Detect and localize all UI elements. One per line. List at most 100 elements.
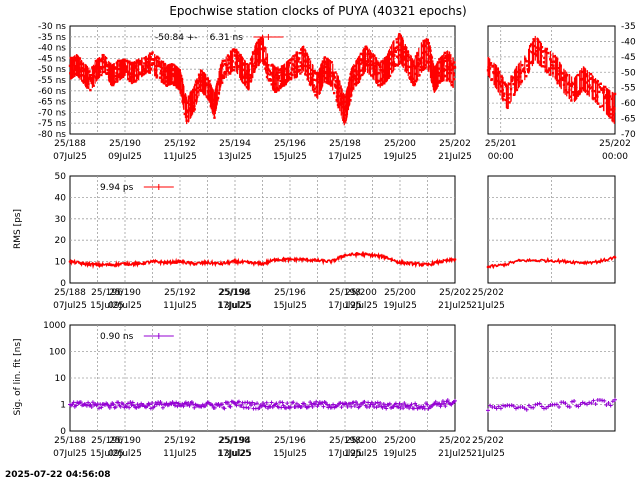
clock-side-point <box>609 116 613 119</box>
sig-main-xtick-date: 19Jul25 <box>383 449 417 459</box>
clock-main-point <box>437 71 441 75</box>
sig-side-point <box>578 402 583 407</box>
sig-main-point <box>129 403 134 408</box>
sig-main-point <box>134 405 139 410</box>
rms-side-xtick-label: 25/198 <box>218 288 250 298</box>
clock-main-point <box>359 62 362 66</box>
rms-main-xtick-label: 25/198 <box>329 288 361 298</box>
clock-side-point <box>535 49 538 53</box>
clock-side-point <box>564 89 568 92</box>
clock-side-point <box>595 81 598 84</box>
clock-side-point <box>521 64 524 67</box>
rms-main-point <box>233 260 237 263</box>
clock-main-point <box>299 72 302 75</box>
sig-main-point <box>294 401 299 406</box>
clock-main-point <box>88 70 91 73</box>
sig-side-point <box>520 404 525 409</box>
clock-main-point <box>312 88 315 92</box>
rms-main-point <box>384 256 388 259</box>
sig-main-ytick-label: 0 <box>60 427 66 437</box>
rms-side-point <box>534 259 537 262</box>
clock-main-point <box>245 72 248 76</box>
sig-side-point <box>522 406 527 411</box>
clock-main-xtick-label: 25/188 <box>54 139 86 149</box>
clock-main-point <box>159 72 162 75</box>
clock-main-point <box>99 70 102 74</box>
clock-main-point <box>419 62 422 65</box>
sig-main-xtick-label: 25/202 <box>439 436 471 446</box>
clock-side-point <box>609 113 612 116</box>
sig-main-point <box>257 405 262 410</box>
sig-main-point <box>354 399 359 404</box>
sig-main-point <box>440 399 445 404</box>
clock-main-xtick-label: 25/192 <box>164 139 196 149</box>
clock-main-point <box>313 87 317 90</box>
clock-main-point <box>337 80 341 83</box>
clock-side-point <box>599 82 602 85</box>
clock-main-point <box>249 62 252 65</box>
rms-side-xtick-label: 25/196 <box>91 288 123 298</box>
clock-main-point <box>377 84 380 87</box>
sig-main-point <box>378 400 383 405</box>
clock-side-point <box>546 70 550 74</box>
sig-side-point <box>496 404 501 409</box>
sig-main-xtick-label: 25/192 <box>164 436 196 446</box>
clock-main-point <box>403 47 406 51</box>
sig-main-point <box>338 400 343 405</box>
rms-main-xtick-label: 25/192 <box>164 288 196 298</box>
clock-side-point <box>516 70 519 74</box>
sig-side-point <box>608 403 613 408</box>
sig-main-point <box>306 404 311 409</box>
clock-side-ytick-label: -50 <box>621 68 636 78</box>
sig-main-point <box>189 399 194 404</box>
clock-main-point <box>403 55 406 58</box>
sig-main-point <box>355 402 360 407</box>
clock-side-ytick-label: -60 <box>621 99 636 109</box>
sig-main-point <box>269 400 274 405</box>
sig-side-point <box>494 406 499 411</box>
sig-side-point <box>589 401 594 406</box>
clock-main-point <box>424 44 427 47</box>
clock-main-point <box>259 47 263 50</box>
sig-main-point <box>212 405 217 410</box>
sig-main-point <box>160 405 165 410</box>
clock-main-point <box>437 67 440 70</box>
clock-main-point <box>452 74 456 77</box>
clock-main-point <box>141 70 144 73</box>
rms-side-point <box>502 263 506 267</box>
rms-main-point <box>206 261 209 264</box>
clock-main-point <box>161 60 165 64</box>
sig-main-point <box>411 406 416 411</box>
clock-main-point <box>303 60 306 63</box>
sig-main-point <box>121 402 126 407</box>
rms-main-ytick-label: 40 <box>55 193 67 203</box>
sig-main-point <box>291 400 296 405</box>
clock-main-point <box>330 82 334 85</box>
clock-main-xtick-date: 19Jul25 <box>383 152 417 162</box>
clock-side-point <box>490 78 494 81</box>
sig-main-legend-text: 0.90 ns <box>100 332 134 342</box>
sig-side-point <box>569 399 574 404</box>
clock-main-point <box>396 64 399 67</box>
sig-main-point <box>445 398 450 403</box>
clock-main-point <box>418 74 421 77</box>
sig-side-point <box>591 398 596 403</box>
rms-side-xtick-date: 21Jul25 <box>471 301 505 311</box>
sig-main-point <box>263 404 268 409</box>
sig-side-panel: 25/18807Jul2525/19009Jul2525/19211Jul252… <box>90 324 617 459</box>
clock-main-xtick-label: 25/196 <box>274 139 306 149</box>
clock-main-point <box>261 59 264 63</box>
clock-main-point <box>370 74 373 77</box>
clock-main-point <box>180 77 184 81</box>
clock-side-point <box>552 60 555 63</box>
clock-main-point <box>310 76 313 79</box>
clock-main-point <box>299 64 303 68</box>
sig-main-point <box>245 400 250 405</box>
clock-main-point <box>200 89 203 92</box>
rms-main-point <box>137 262 141 266</box>
clock-main-point <box>278 71 281 74</box>
rms-main-point <box>82 262 86 266</box>
rms-side-point <box>613 256 617 259</box>
clock-main-point <box>443 74 447 78</box>
sig-main-point <box>192 405 197 410</box>
